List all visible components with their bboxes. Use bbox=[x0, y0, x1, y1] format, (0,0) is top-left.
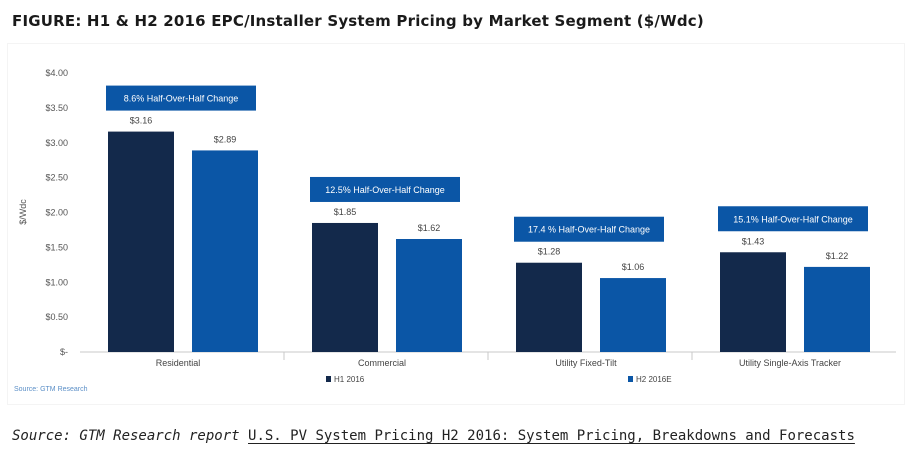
legend-label: H2 2016E bbox=[636, 375, 672, 384]
y-tick-label: $- bbox=[60, 347, 68, 357]
bar-h2 bbox=[600, 278, 666, 352]
bar-chart: $- $0.50 $1.00 $1.50 $2.00 $2.50 $3.00 $3.50 $4.… bbox=[18, 68, 896, 384]
bar-h1 bbox=[720, 252, 786, 352]
data-label: $1.43 bbox=[742, 236, 765, 246]
y-tick-label: $3.50 bbox=[45, 103, 68, 113]
x-category-label: Residential bbox=[156, 358, 201, 368]
data-label: $1.62 bbox=[418, 223, 441, 233]
change-callout-label: 17.4 % Half-Over-Half Change bbox=[528, 225, 650, 235]
change-callout-label: 8.6% Half-Over-Half Change bbox=[124, 94, 239, 104]
y-tick-label: $4.00 bbox=[45, 68, 68, 78]
x-category-label: Utility Fixed-Tilt bbox=[555, 358, 617, 368]
data-label: $1.22 bbox=[826, 251, 849, 261]
y-tick-label: $2.00 bbox=[45, 208, 68, 218]
y-tick-label: $0.50 bbox=[45, 312, 68, 322]
legend-swatch bbox=[628, 376, 633, 382]
data-label: $1.06 bbox=[622, 262, 645, 272]
change-callout-label: 15.1% Half-Over-Half Change bbox=[733, 214, 853, 224]
source-lead: Source: GTM Research report bbox=[12, 428, 249, 444]
data-label: $2.89 bbox=[214, 134, 237, 144]
y-tick-label: $3.00 bbox=[45, 138, 68, 148]
x-category-label: Commercial bbox=[358, 358, 406, 368]
bar-h1 bbox=[108, 131, 174, 352]
bar-h2 bbox=[804, 266, 870, 352]
chart-panel: $- $0.50 $1.00 $1.50 $2.00 $2.50 $3.00 $3.50 $4.… bbox=[8, 44, 904, 404]
legend-label: H1 2016 bbox=[334, 375, 365, 384]
change-callout-box bbox=[718, 206, 868, 232]
data-label: $1.28 bbox=[538, 247, 561, 257]
bar-h2 bbox=[192, 150, 258, 352]
change-callout-label: 12.5% Half-Over-Half Change bbox=[325, 185, 445, 195]
figure-title: FIGURE: H1 & H2 2016 EPC/Installer Syste… bbox=[12, 12, 704, 30]
y-axis-label: $/Wdc bbox=[18, 199, 28, 225]
source-citation: Source: GTM Research report U.S. PV Syst… bbox=[12, 428, 855, 444]
change-callout-box bbox=[106, 85, 256, 111]
change-callout-box bbox=[514, 216, 664, 242]
data-label: $1.85 bbox=[334, 207, 357, 217]
x-category-label: Utility Single-Axis Tracker bbox=[739, 358, 841, 368]
y-tick-label: $2.50 bbox=[45, 173, 68, 183]
report-link[interactable]: U.S. PV System Pricing H2 2016: System P… bbox=[248, 428, 855, 444]
bar-h1 bbox=[312, 222, 378, 352]
bar-h1 bbox=[516, 262, 582, 352]
chart-source-note: Source: GTM Research bbox=[14, 386, 88, 393]
data-label: $3.16 bbox=[130, 116, 153, 126]
change-callout-box bbox=[310, 176, 460, 202]
legend-swatch bbox=[326, 376, 331, 382]
bar-h2 bbox=[396, 239, 462, 352]
y-tick-label: $1.00 bbox=[45, 277, 68, 287]
y-tick-label: $1.50 bbox=[45, 242, 68, 252]
